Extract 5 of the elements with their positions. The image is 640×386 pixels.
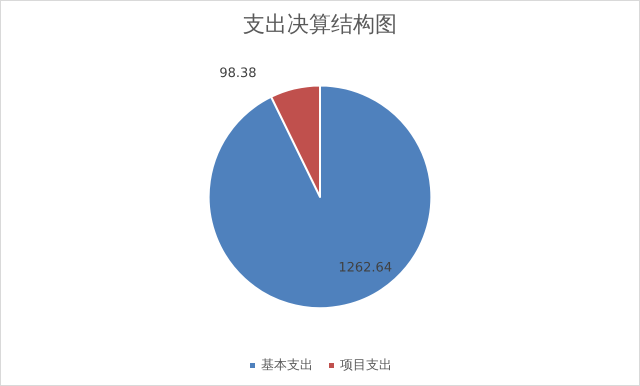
- data-label: 98.38: [219, 66, 257, 82]
- chart-title: 支出决算结构图: [243, 12, 397, 38]
- legend-label: 项目支出: [340, 358, 392, 373]
- legend-label: 基本支出: [261, 358, 313, 373]
- data-label: 1262.64: [338, 260, 392, 276]
